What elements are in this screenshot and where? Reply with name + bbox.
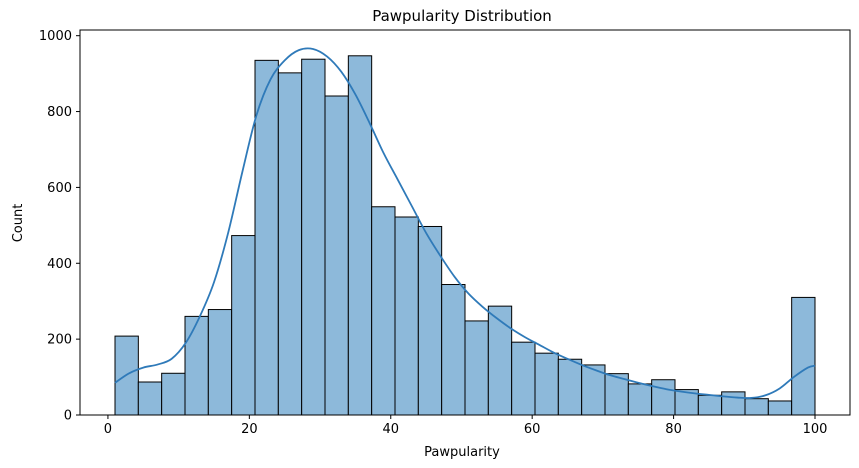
y-tick-label: 200 [47,333,72,348]
histogram-bar [744,398,769,416]
x-axis-label: Pawpularity [424,445,500,460]
histogram-bar [534,352,559,416]
y-tick-label: 1000 [39,29,72,44]
histogram-bar [254,59,279,416]
chart-title: Pawpularity Distribution [372,7,552,25]
x-axis-ticks: 0 20 40 60 80 100 [104,415,828,437]
histogram-bars [114,55,816,416]
x-tick-label: 80 [665,422,682,437]
histogram-bar [627,383,653,416]
histogram-bar [231,235,256,416]
plot-frame [79,29,851,416]
x-tick-label: 0 [104,422,112,437]
x-tick-label: 40 [382,422,399,437]
histogram-bar [207,309,233,416]
histogram-bar [417,225,443,416]
y-tick-label: 800 [47,105,72,120]
y-tick-label: 400 [47,257,72,272]
x-tick-label: 60 [524,422,541,437]
histogram-bar [347,55,373,416]
y-axis-label: Count [11,204,26,243]
kde-curve [114,47,816,399]
histogram-bar [557,358,583,416]
y-tick-label: 0 [64,409,72,424]
histogram-bar [161,372,186,416]
y-tick-label: 600 [47,181,72,196]
histogram-bar [651,379,676,416]
histogram-bar [324,95,349,416]
histogram-bar [277,72,303,416]
histogram-bar [301,58,326,416]
histogram-bar [441,284,466,416]
histogram-bar [487,305,513,416]
histogram-bar [511,341,536,416]
histogram-bar [394,216,419,416]
x-tick-label: 20 [241,422,258,437]
histogram-bar [697,394,723,416]
y-axis-ticks: 0 200 400 600 800 1000 [39,29,80,424]
histogram-bar [464,320,489,416]
histogram-bar [767,400,793,416]
x-tick-label: 100 [803,422,828,437]
histogram-bar [137,381,163,416]
histogram-bar [791,296,816,416]
histogram-bar [721,391,746,416]
kde-line [114,47,816,399]
histogram-bar [184,315,209,416]
histogram-bar [371,206,396,416]
